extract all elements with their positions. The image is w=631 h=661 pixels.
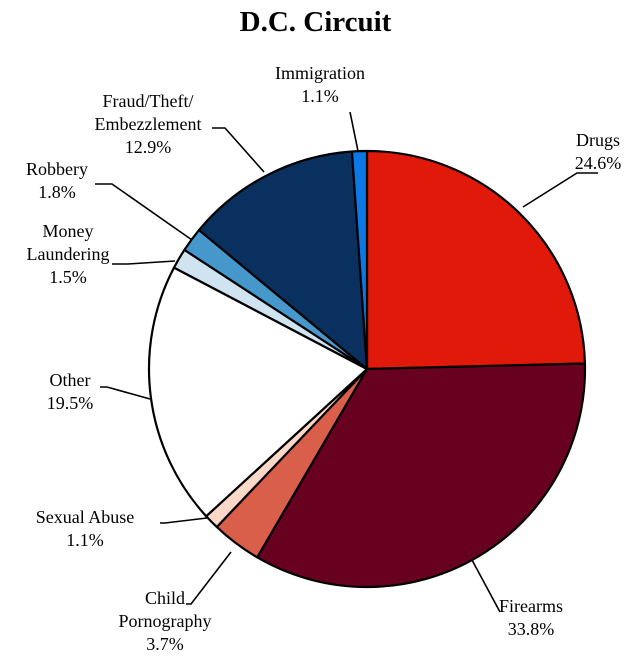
slice-label-child-pornography: Child Pornography 3.7%	[119, 588, 212, 654]
pie-slice-immigration	[350, 149, 369, 371]
leader-line-fraud-theft-embezzlement	[212, 127, 265, 173]
slice-value-other: 19.5%	[47, 393, 94, 413]
leader-line-child-pornography	[186, 551, 232, 605]
leader-line-firearms	[471, 559, 501, 613]
slice-label-immigration: Immigration 1.1%	[275, 63, 365, 106]
slice-value-drugs: 24.6%	[575, 153, 622, 173]
slice-value-child-pornography: 3.7%	[146, 634, 184, 654]
slice-value-money-laundering: 1.5%	[49, 267, 87, 287]
pie-slice-fraud-theft-embezzlement	[197, 150, 369, 371]
leader-line-drugs	[522, 172, 598, 208]
slice-label-other: Other 19.5%	[47, 370, 94, 413]
slice-value-robbery: 1.8%	[38, 182, 76, 202]
slice-label-firearms: Firearms 33.8%	[499, 596, 563, 639]
slice-label-robbery: Robbery 1.8%	[26, 159, 88, 202]
pie-slice-firearms	[256, 362, 587, 589]
leader-line-other	[100, 386, 151, 400]
slice-label-fraud-theft-embezzlement: Fraud/Theft/Embezzlement 12.9%	[95, 91, 202, 157]
leader-line-robbery	[95, 183, 193, 241]
slice-value-immigration: 1.1%	[301, 86, 339, 106]
leader-line-sexual-abuse	[160, 517, 208, 524]
slice-value-fraud-theft-embezzlement: 12.9%	[125, 137, 172, 157]
leader-line-immigration	[349, 111, 359, 152]
pie-slice-drugs	[365, 149, 587, 371]
slice-label-sexual-abuse: Sexual Abuse 1.1%	[36, 507, 135, 550]
slice-value-firearms: 33.8%	[508, 619, 555, 639]
chart-title: D.C. Circuit	[239, 6, 392, 38]
pie-slice-other	[147, 266, 369, 518]
leader-line-money-laundering	[112, 260, 176, 265]
slice-label-money-laundering: Money Laundering 1.5%	[27, 221, 110, 287]
slice-label-drugs: Drugs 24.6%	[575, 130, 622, 173]
slice-value-sexual-abuse: 1.1%	[66, 530, 104, 550]
